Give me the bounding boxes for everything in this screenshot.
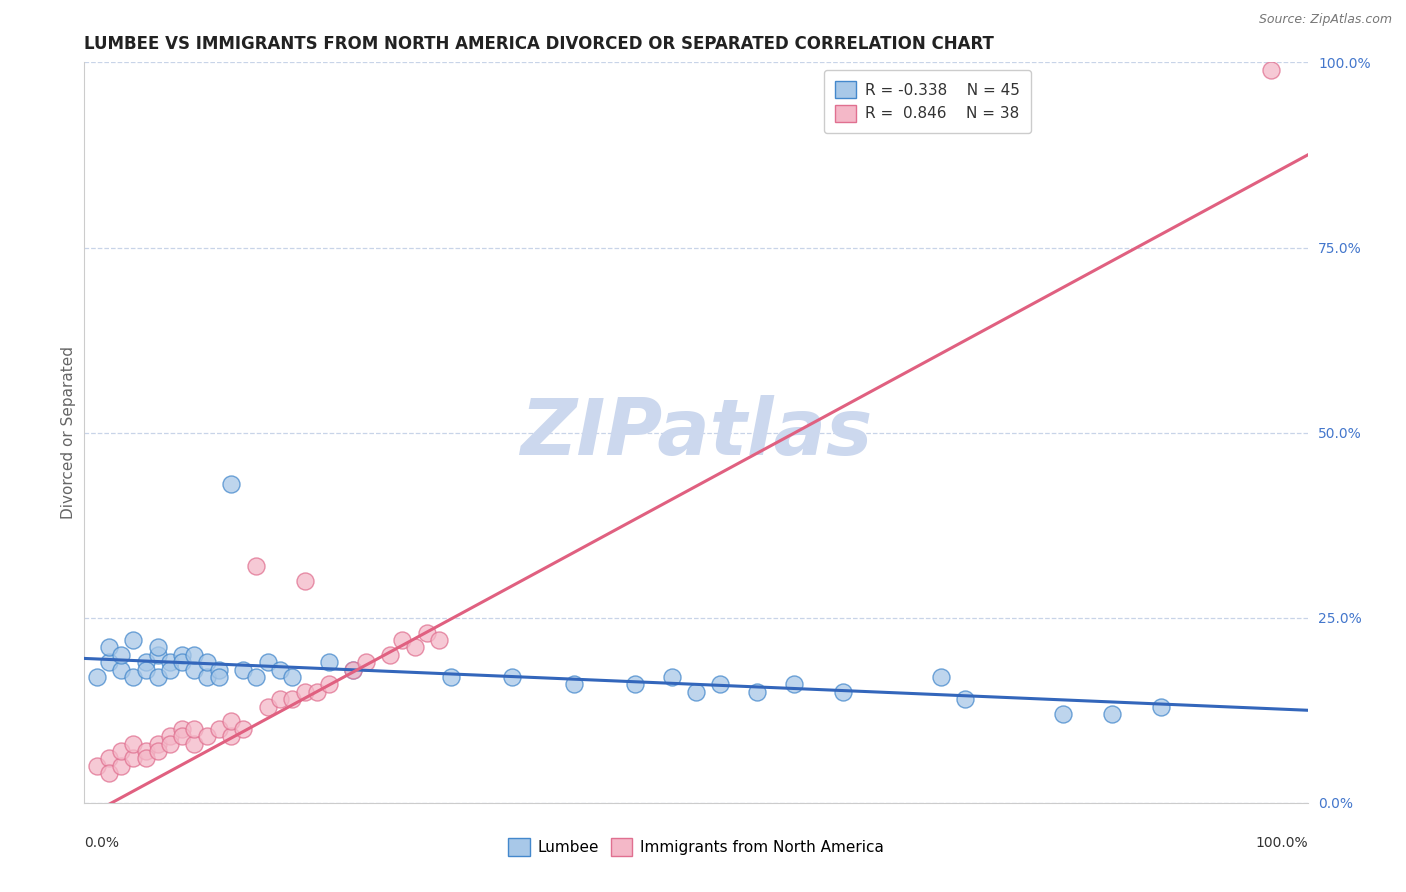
Point — [146, 640, 169, 655]
Point — [281, 670, 304, 684]
Point — [342, 663, 364, 677]
Point — [110, 744, 132, 758]
Point — [122, 670, 145, 684]
Point — [281, 692, 304, 706]
Point — [110, 648, 132, 662]
Point — [232, 663, 254, 677]
Point — [219, 477, 242, 491]
Point — [97, 655, 120, 669]
Point — [232, 722, 254, 736]
Legend: Lumbee, Immigrants from North America: Lumbee, Immigrants from North America — [502, 832, 890, 862]
Point — [159, 663, 181, 677]
Point — [122, 737, 145, 751]
Point — [219, 714, 242, 729]
Point — [208, 722, 231, 736]
Point — [159, 737, 181, 751]
Point — [624, 677, 647, 691]
Point — [416, 625, 439, 640]
Point — [427, 632, 450, 647]
Point — [183, 648, 205, 662]
Point — [110, 663, 132, 677]
Point — [97, 751, 120, 765]
Point — [257, 655, 280, 669]
Point — [86, 670, 108, 684]
Point — [257, 699, 280, 714]
Point — [1052, 706, 1074, 721]
Point — [97, 766, 120, 780]
Point — [831, 685, 853, 699]
Point — [709, 677, 731, 691]
Point — [1150, 699, 1173, 714]
Point — [195, 729, 218, 743]
Point — [318, 655, 340, 669]
Text: ZIPatlas: ZIPatlas — [520, 394, 872, 471]
Text: 0.0%: 0.0% — [84, 836, 120, 850]
Point — [318, 677, 340, 691]
Point — [269, 692, 291, 706]
Point — [122, 632, 145, 647]
Point — [208, 663, 231, 677]
Point — [146, 670, 169, 684]
Point — [146, 648, 169, 662]
Point — [172, 648, 194, 662]
Point — [172, 722, 194, 736]
Point — [135, 744, 157, 758]
Point — [135, 751, 157, 765]
Point — [245, 558, 267, 573]
Point — [661, 670, 683, 684]
Text: Source: ZipAtlas.com: Source: ZipAtlas.com — [1258, 13, 1392, 27]
Point — [97, 640, 120, 655]
Point — [183, 737, 205, 751]
Point — [1101, 706, 1123, 721]
Point — [685, 685, 707, 699]
Point — [146, 744, 169, 758]
Point — [159, 729, 181, 743]
Point — [195, 670, 218, 684]
Point — [783, 677, 806, 691]
Point — [380, 648, 402, 662]
Point — [183, 722, 205, 736]
Point — [747, 685, 769, 699]
Point — [183, 663, 205, 677]
Point — [195, 655, 218, 669]
Point — [305, 685, 328, 699]
Point — [208, 670, 231, 684]
Point — [219, 729, 242, 743]
Point — [354, 655, 377, 669]
Y-axis label: Divorced or Separated: Divorced or Separated — [60, 346, 76, 519]
Point — [440, 670, 463, 684]
Point — [135, 655, 157, 669]
Point — [122, 751, 145, 765]
Point — [342, 663, 364, 677]
Point — [391, 632, 413, 647]
Point — [1260, 62, 1282, 77]
Point — [159, 655, 181, 669]
Point — [502, 670, 524, 684]
Point — [404, 640, 426, 655]
Point — [269, 663, 291, 677]
Point — [86, 758, 108, 772]
Text: LUMBEE VS IMMIGRANTS FROM NORTH AMERICA DIVORCED OR SEPARATED CORRELATION CHART: LUMBEE VS IMMIGRANTS FROM NORTH AMERICA … — [84, 35, 994, 53]
Point — [172, 729, 194, 743]
Point — [929, 670, 952, 684]
Point — [953, 692, 976, 706]
Point — [294, 574, 316, 588]
Point — [294, 685, 316, 699]
Point — [110, 758, 132, 772]
Point — [562, 677, 585, 691]
Text: 100.0%: 100.0% — [1256, 836, 1308, 850]
Point — [245, 670, 267, 684]
Point — [146, 737, 169, 751]
Point — [172, 655, 194, 669]
Point — [135, 663, 157, 677]
